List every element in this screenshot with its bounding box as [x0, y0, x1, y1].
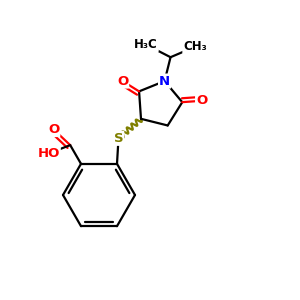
Text: H₃C: H₃C [134, 38, 158, 51]
Text: N: N [159, 75, 170, 88]
Text: HO: HO [38, 147, 60, 160]
Text: S: S [114, 132, 123, 145]
Text: O: O [117, 74, 128, 88]
Text: CH₃: CH₃ [183, 40, 207, 53]
Text: O: O [48, 123, 59, 136]
Text: O: O [196, 94, 207, 107]
